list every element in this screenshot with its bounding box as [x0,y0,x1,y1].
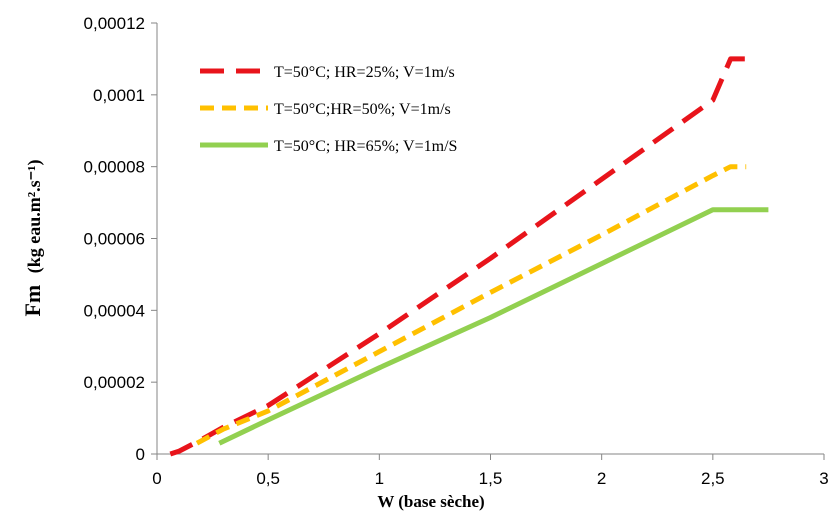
x-tick-label: 2 [597,469,606,488]
y-tick-label: 0,00004 [84,301,145,320]
series-layer [169,56,769,457]
legend-label-1: T=50°C; HR=25%; V=1m/s [274,64,455,81]
y-tick-label: 0,00006 [84,230,145,249]
y-axis-title: Fm (kg eau.m².s⁻¹) [20,159,45,316]
legend-label-3: T=50°C; HR=65%; V=1m/S [274,138,457,155]
x-tick-label: 1,5 [479,469,503,488]
y-tick-label: 0,0001 [93,86,145,105]
series-line-1 [169,56,747,457]
x-tick-label: 0 [152,469,161,488]
legend-label-2: T=50°C;HR=50%; V=1m/s [274,101,451,118]
y-tick-label: 0 [136,445,145,464]
legend: T=50°C; HR=25%; V=1m/s T=50°C;HR=50%; V=1… [200,64,457,155]
x-tick-label: 1 [375,469,384,488]
y-axis-title-unit: (kg eau.m².s⁻¹) [24,159,45,273]
series-line-2 [195,164,747,446]
y-axis-title-main: Fm [20,285,45,317]
x-tick-label: 0,5 [256,469,280,488]
y-tick-label: 0,00002 [84,373,145,392]
axes: 0 0,00002 0,00004 0,00006 0,00008 0,0001 0,000… [84,14,829,488]
y-tick-label: 0,00008 [84,158,145,177]
x-tick-label: 2,5 [701,469,725,488]
series-line-3 [218,207,769,446]
y-tick-label: 0,00012 [84,14,145,33]
x-axis-title: W (base sèche) [377,492,484,511]
x-tick-label: 3 [819,469,828,488]
